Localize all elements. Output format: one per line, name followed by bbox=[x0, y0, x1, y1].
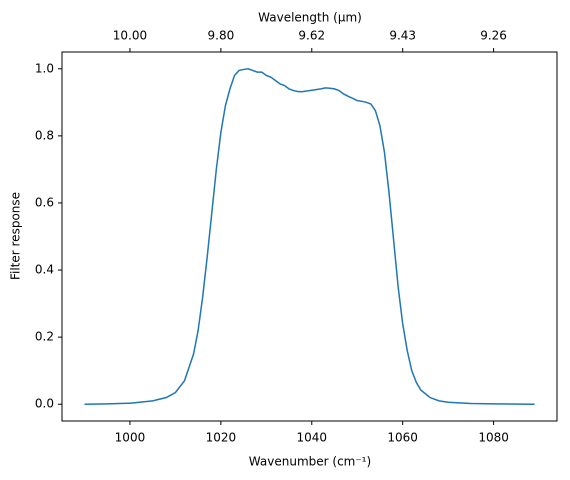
x-tick-label: 1000 bbox=[115, 431, 146, 445]
y-tick-label: 0.6 bbox=[35, 195, 54, 209]
y-axis-label: Filter response bbox=[9, 192, 23, 280]
y-tick-label: 1.0 bbox=[35, 61, 54, 75]
top-tick-label: 9.43 bbox=[389, 29, 416, 43]
top-tick-label: 9.26 bbox=[480, 29, 507, 43]
y-tick-label: 0.0 bbox=[35, 397, 54, 411]
x-axis-label: Wavenumber (cm⁻¹) bbox=[249, 455, 371, 469]
x-tick-label: 1060 bbox=[387, 431, 418, 445]
plot-frame bbox=[61, 51, 558, 422]
x-tick-label: 1040 bbox=[296, 431, 327, 445]
top-tick-label: 10.00 bbox=[113, 29, 147, 43]
y-tick-label: 0.2 bbox=[35, 330, 54, 344]
top-axis-label: Wavelength (μm) bbox=[258, 11, 362, 25]
x-tick-label: 1080 bbox=[478, 431, 509, 445]
y-tick-label: 0.8 bbox=[35, 128, 54, 142]
x-tick-label: 1020 bbox=[206, 431, 237, 445]
top-tick-label: 9.80 bbox=[208, 29, 235, 43]
y-tick-label: 0.4 bbox=[35, 263, 54, 277]
line bbox=[84, 68, 535, 405]
top-tick-label: 9.62 bbox=[298, 29, 325, 43]
